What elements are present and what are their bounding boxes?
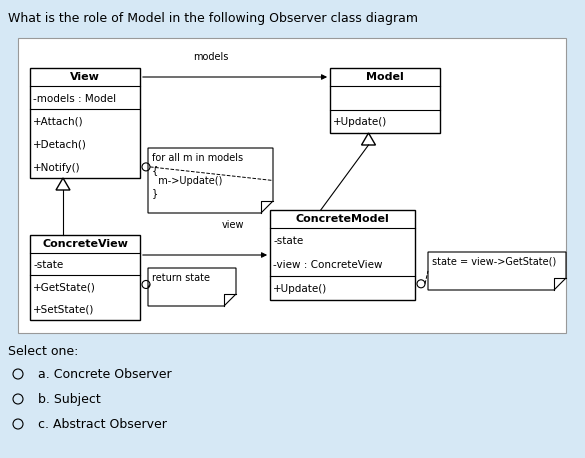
- Text: ConcreteView: ConcreteView: [42, 239, 128, 249]
- Text: +Detach(): +Detach(): [33, 140, 87, 150]
- Text: View: View: [70, 72, 100, 82]
- Text: +GetState(): +GetState(): [33, 283, 96, 293]
- Text: a. Concrete Observer: a. Concrete Observer: [38, 367, 171, 381]
- Text: What is the role of Model in the following Observer class diagram: What is the role of Model in the followi…: [8, 12, 418, 25]
- Bar: [270, 210, 415, 300]
- Polygon shape: [148, 148, 273, 213]
- Text: -state: -state: [273, 236, 303, 246]
- Text: Select one:: Select one:: [8, 345, 78, 358]
- Text: return state: return state: [152, 273, 210, 283]
- Text: +Update(): +Update(): [273, 284, 327, 294]
- Text: -models : Model: -models : Model: [33, 93, 116, 104]
- Text: Model: Model: [366, 72, 404, 82]
- Text: -state: -state: [33, 260, 63, 270]
- Bar: [30, 68, 140, 178]
- Text: models: models: [193, 52, 228, 62]
- Text: +SetState(): +SetState(): [33, 305, 94, 315]
- Text: b. Subject: b. Subject: [38, 393, 101, 405]
- Text: +Update(): +Update(): [333, 117, 387, 127]
- Text: view: view: [222, 220, 245, 230]
- Bar: [330, 68, 440, 133]
- Text: +Attach(): +Attach(): [33, 117, 84, 127]
- Polygon shape: [148, 268, 236, 306]
- Bar: [30, 235, 140, 320]
- Text: -view : ConcreteView: -view : ConcreteView: [273, 260, 383, 270]
- Text: ConcreteModel: ConcreteModel: [295, 214, 390, 224]
- Text: state = view->GetState(): state = view->GetState(): [432, 257, 556, 267]
- Bar: [18, 38, 566, 333]
- Text: for all m in models
{
  m->Update()
}: for all m in models { m->Update() }: [152, 153, 243, 198]
- Text: +Notify(): +Notify(): [33, 163, 81, 173]
- Text: c. Abstract Observer: c. Abstract Observer: [38, 418, 167, 431]
- Polygon shape: [428, 252, 566, 290]
